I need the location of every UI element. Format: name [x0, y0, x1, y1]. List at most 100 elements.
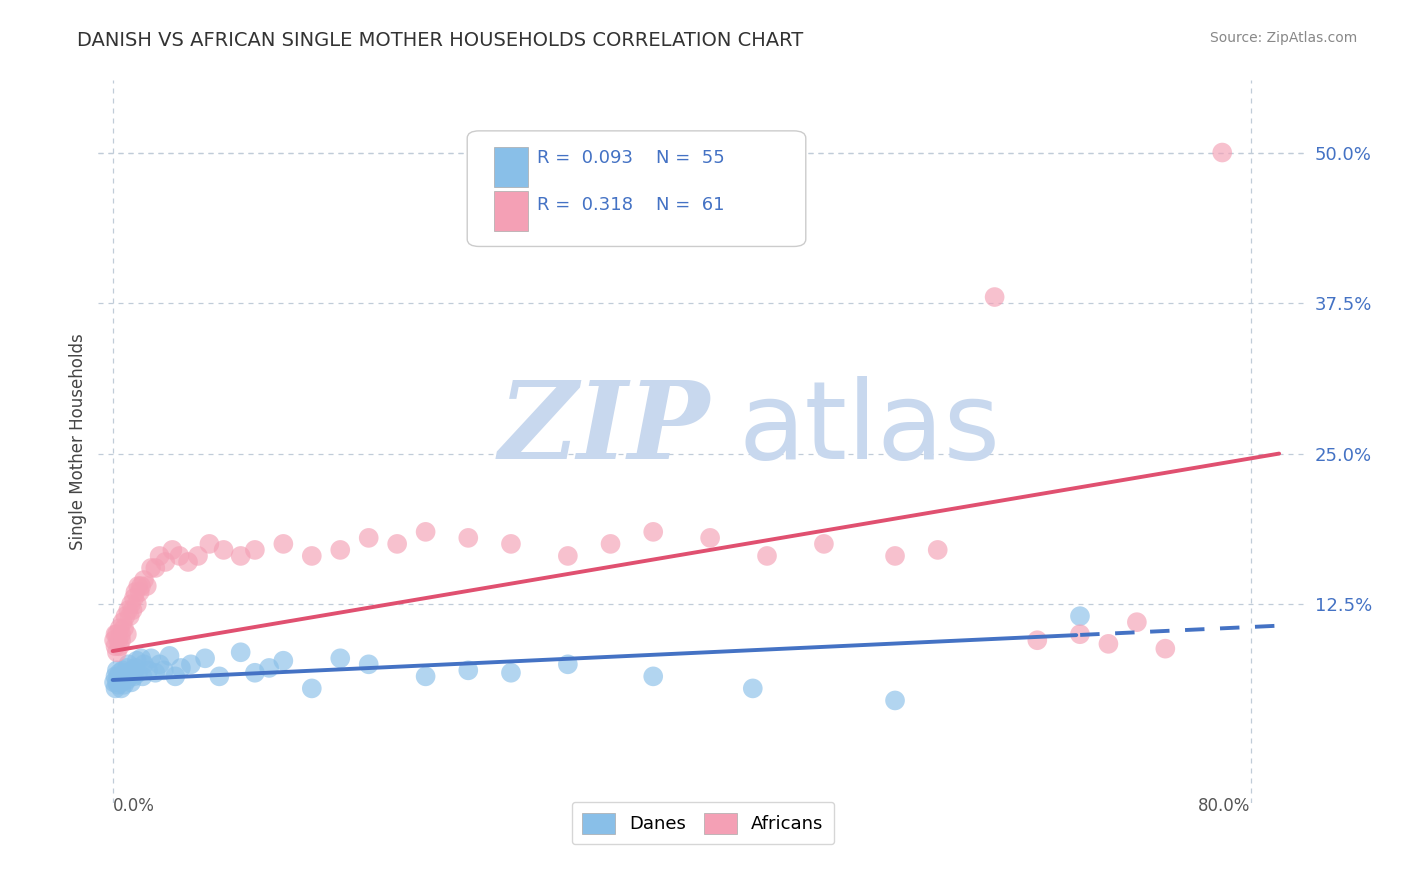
Point — [114, 665, 136, 680]
Point — [415, 669, 437, 683]
Point — [149, 657, 172, 672]
Point — [884, 549, 907, 563]
Point — [180, 657, 202, 672]
Point — [117, 603, 139, 617]
Point — [385, 537, 408, 551]
Point — [741, 681, 763, 696]
Point — [357, 531, 380, 545]
Point — [273, 537, 295, 551]
Point — [499, 537, 522, 551]
Point — [143, 665, 166, 680]
Point — [155, 555, 177, 569]
Point — [105, 675, 128, 690]
Point — [415, 524, 437, 539]
Text: Source: ZipAtlas.com: Source: ZipAtlas.com — [1209, 31, 1357, 45]
Point — [756, 549, 779, 563]
Point — [127, 579, 149, 593]
Point — [118, 669, 141, 683]
Point — [329, 542, 352, 557]
Text: 80.0%: 80.0% — [1198, 797, 1251, 814]
Point — [927, 542, 949, 557]
Point — [104, 627, 127, 641]
Point — [107, 633, 129, 648]
Point — [208, 669, 231, 683]
Point — [165, 669, 187, 683]
Point — [457, 531, 479, 545]
Point — [301, 681, 323, 696]
Point — [108, 665, 131, 680]
Point — [114, 609, 136, 624]
Point — [128, 585, 150, 599]
Point — [110, 627, 132, 641]
Point — [599, 537, 621, 551]
Point — [132, 657, 155, 672]
Point — [813, 537, 835, 551]
Point — [177, 555, 200, 569]
Point — [117, 657, 139, 672]
Point — [122, 591, 145, 606]
Point — [329, 651, 352, 665]
Point — [159, 648, 181, 663]
Point — [557, 657, 579, 672]
Point — [121, 603, 143, 617]
Point — [136, 664, 159, 678]
Point — [457, 664, 479, 678]
Text: 0.0%: 0.0% — [112, 797, 155, 814]
Point — [104, 669, 127, 683]
Point — [110, 675, 132, 690]
Point — [139, 561, 162, 575]
Y-axis label: Single Mother Households: Single Mother Households — [69, 334, 87, 549]
Point — [131, 669, 153, 683]
Point — [153, 664, 176, 678]
Point — [149, 549, 172, 563]
Text: atlas: atlas — [738, 376, 1001, 483]
Point — [104, 681, 127, 696]
Point — [1069, 609, 1091, 624]
Point — [162, 542, 184, 557]
Point — [194, 651, 217, 665]
Point — [124, 661, 146, 675]
Point — [132, 573, 155, 587]
Point — [108, 621, 131, 635]
Point — [104, 639, 127, 653]
Point — [1126, 615, 1149, 630]
Point — [135, 579, 157, 593]
Point — [257, 661, 280, 675]
Point — [115, 661, 138, 675]
Point — [111, 615, 134, 630]
Point — [243, 542, 266, 557]
Point — [108, 673, 131, 687]
Point — [1069, 627, 1091, 641]
Point — [110, 681, 132, 696]
Point — [229, 549, 252, 563]
FancyBboxPatch shape — [494, 191, 527, 230]
Point — [169, 549, 191, 563]
Text: ZIP: ZIP — [499, 376, 710, 483]
Point — [1154, 641, 1177, 656]
Point — [125, 597, 148, 611]
Point — [103, 633, 125, 648]
Point — [105, 645, 128, 659]
Point — [301, 549, 323, 563]
Point — [112, 672, 135, 686]
Point — [699, 531, 721, 545]
Point — [122, 669, 145, 683]
Point — [127, 665, 149, 680]
Point — [1026, 633, 1049, 648]
Text: DANISH VS AFRICAN SINGLE MOTHER HOUSEHOLDS CORRELATION CHART: DANISH VS AFRICAN SINGLE MOTHER HOUSEHOL… — [77, 31, 804, 50]
Point — [273, 654, 295, 668]
FancyBboxPatch shape — [494, 147, 527, 187]
Point — [121, 664, 143, 678]
Point — [105, 664, 128, 678]
Point — [107, 669, 129, 683]
Point — [643, 669, 665, 683]
Point — [643, 524, 665, 539]
Point — [120, 597, 142, 611]
Point — [120, 675, 142, 690]
Point — [129, 651, 152, 665]
Point — [103, 675, 125, 690]
Point — [125, 654, 148, 668]
Point — [1097, 637, 1119, 651]
Point — [124, 585, 146, 599]
Point — [143, 561, 166, 575]
